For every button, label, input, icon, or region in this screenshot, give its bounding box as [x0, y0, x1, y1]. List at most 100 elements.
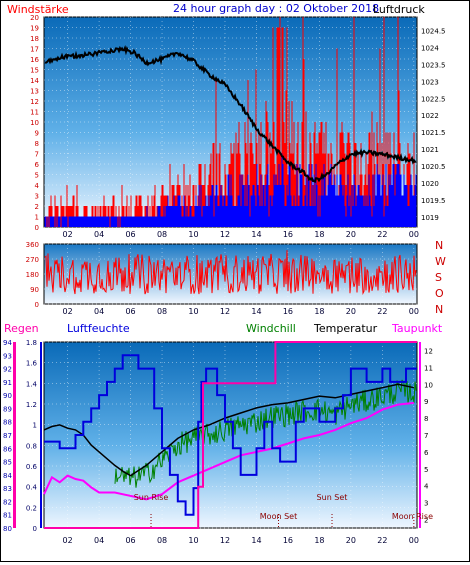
x-tick-label: 12 — [220, 230, 230, 239]
x-tick-label: 20 — [346, 230, 356, 239]
temp-tick-label: 9 — [424, 398, 428, 406]
humidity-tick-label: 80 — [3, 525, 12, 533]
temp-tick-label: 10 — [424, 381, 433, 389]
y-left-tick-label: 19 — [30, 25, 39, 33]
humidity-tick-label: 89 — [3, 405, 12, 413]
dir-tick-label: 0 — [35, 301, 39, 309]
y-left-tick-label: 4 — [35, 182, 40, 190]
humidity-tick-label: 92 — [3, 366, 12, 374]
x-tick-label: 14 — [251, 307, 261, 316]
axes-layer: 0123456789101112131415161718192010191019… — [3, 14, 446, 545]
x-tick-label: 22 — [377, 307, 387, 316]
event-label: Sun Set — [317, 493, 348, 502]
y-right-tick-label: 1019.5 — [421, 197, 446, 205]
compass-label: S — [435, 271, 442, 284]
humidity-tick-label: 87 — [3, 432, 12, 440]
rain-tick-label: 1.8 — [26, 339, 37, 347]
x-tick-label: 06 — [125, 307, 135, 316]
y-right-tick-label: 1023.5 — [421, 61, 446, 69]
humidity-tick-label: 82 — [3, 498, 12, 506]
y-left-tick-label: 7 — [35, 151, 39, 159]
dir-tick-label: 90 — [30, 286, 39, 294]
legend-temperature: Temperatur — [313, 322, 378, 335]
x-tick-label: 18 — [314, 536, 324, 545]
humidity-tick-label: 93 — [3, 352, 12, 360]
dir-tick-label: 270 — [26, 256, 39, 264]
y-right-tick-label: 1024 — [421, 44, 439, 52]
temp-tick-label: 5 — [424, 466, 428, 474]
y-right-tick-label: 1023 — [421, 78, 439, 86]
y-left-tick-label: 18 — [30, 35, 39, 43]
rain-tick-label: 1.4 — [26, 380, 38, 388]
humidity-tick-label: 84 — [3, 472, 12, 480]
dir-tick-label: 180 — [26, 271, 39, 279]
x-tick-label: 12 — [220, 536, 230, 545]
x-tick-label: 04 — [94, 536, 104, 545]
y-right-tick-label: 1024.5 — [421, 28, 446, 36]
rain-tick-label: 0.2 — [26, 504, 37, 512]
temp-tick-label: 7 — [424, 432, 428, 440]
direction-layer — [44, 250, 417, 296]
y-right-tick-label: 1020.5 — [421, 163, 446, 171]
y-right-tick-label: 1020 — [421, 180, 439, 188]
humidity-tick-label: 90 — [3, 392, 12, 400]
y-left-tick-label: 3 — [35, 193, 39, 201]
compass-label: N — [435, 239, 443, 252]
x-tick-label: 10 — [188, 307, 198, 316]
x-tick-label: 08 — [157, 307, 167, 316]
x-tick-label: 20 — [346, 536, 356, 545]
x-tick-label: 10 — [188, 536, 198, 545]
y-left-tick-label: 2 — [35, 203, 39, 211]
y-right-tick-label: 1021.5 — [421, 129, 446, 137]
wind-layer — [44, 17, 417, 227]
rain-tick-label: 0.4 — [26, 484, 38, 492]
event-label: Sun Rise — [134, 493, 169, 502]
y-left-tick-label: 11 — [30, 109, 39, 117]
compass-label: O — [435, 287, 444, 300]
event-label: Moon Set — [260, 512, 297, 521]
rain-tick-label: 1.2 — [26, 401, 37, 409]
temp-tick-label: 6 — [424, 449, 429, 457]
x-tick-label: 08 — [157, 536, 167, 545]
rain-tick-label: 1 — [33, 422, 37, 430]
y-right-tick-label: 1021 — [421, 146, 439, 154]
humidity-line — [44, 354, 417, 516]
legend-rain: Regen — [4, 322, 39, 335]
dewpoint-line — [43, 401, 415, 501]
panel-direction-bg — [43, 243, 418, 305]
x-tick-label: 12 — [220, 307, 230, 316]
x-tick-label: 04 — [94, 307, 104, 316]
humidity-tick-label: 88 — [3, 419, 12, 427]
x-tick-label: 22 — [377, 230, 387, 239]
x-tick-label: 22 — [377, 536, 387, 545]
x-tick-label: 14 — [251, 230, 261, 239]
x-tick-label: 16 — [283, 307, 293, 316]
rain-tick-label: 1.6 — [26, 360, 38, 368]
x-tick-label: 02 — [63, 307, 73, 316]
y-left-tick-label: 13 — [30, 88, 39, 96]
humidity-tick-label: 91 — [3, 379, 12, 387]
x-tick-label: 16 — [283, 536, 293, 545]
humidity-axis-bar — [40, 342, 42, 528]
temp-tick-label: 8 — [424, 415, 428, 423]
panel-temp-bg — [43, 341, 418, 529]
humidity-tick-label: 94 — [3, 339, 12, 347]
right-label: Luftdruck — [373, 3, 425, 16]
chart-title: 24 hour graph day : 02 Oktober 2018 — [173, 2, 379, 15]
y-right-tick-label: 1022.5 — [421, 95, 446, 103]
rain-line — [44, 341, 417, 529]
y-left-tick-label: 14 — [30, 77, 39, 85]
x-tick-label: 18 — [314, 230, 324, 239]
compass-label: W — [435, 255, 446, 268]
x-tick-label: 14 — [251, 536, 261, 545]
temp-tick-label: 11 — [424, 364, 433, 372]
legend-windchill: Windchill — [246, 322, 296, 335]
temp-tick-label: 2 — [424, 517, 428, 525]
y-right-tick-label: 1022 — [421, 112, 439, 120]
y-left-tick-label: 20 — [30, 14, 39, 22]
x-tick-label: 02 — [63, 536, 73, 545]
x-tick-label: 06 — [125, 536, 135, 545]
x-tick-label: 20 — [346, 307, 356, 316]
y-left-tick-label: 8 — [35, 140, 39, 148]
